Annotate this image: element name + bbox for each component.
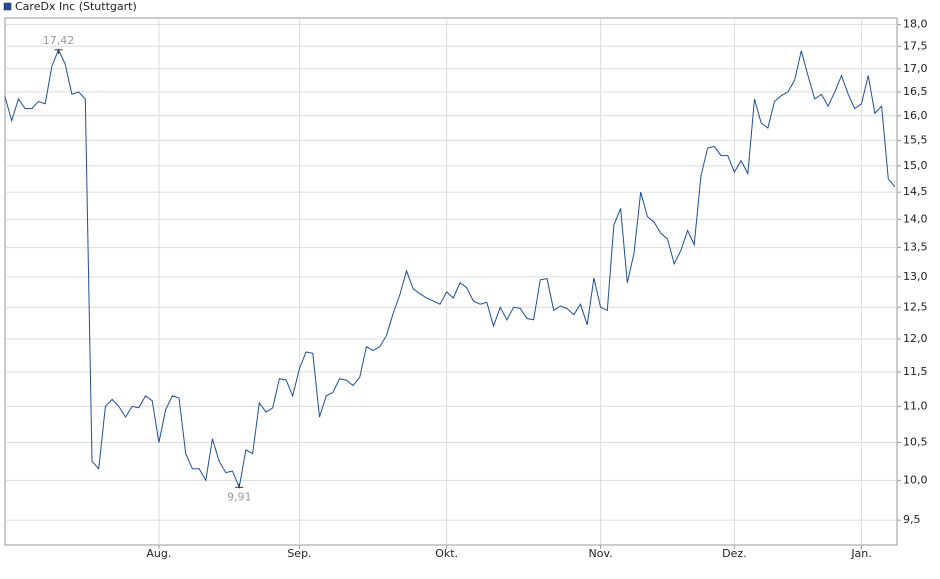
x-tick-label: Jan. [850, 547, 871, 560]
y-tick-label: 15,5 [903, 133, 928, 146]
x-tick-label: Okt. [435, 547, 458, 560]
line [4, 48, 896, 490]
y-tick-label: 11,0 [903, 399, 928, 412]
y-tick-label: 12,0 [903, 332, 928, 345]
y-tick-label: 15,0 [903, 159, 928, 172]
y-tick-label: 16,5 [903, 85, 928, 98]
legend-swatch [3, 2, 12, 11]
value-label: 17,42 [43, 34, 75, 47]
plot-area [4, 17, 898, 546]
x-tick-label: Sep. [287, 547, 311, 560]
y-tick-label: 10,0 [903, 473, 928, 486]
y-tick-label: 14,5 [903, 185, 928, 198]
y-tick-label: 11,5 [903, 365, 928, 378]
value-label: 9,91 [227, 490, 252, 503]
x-tick-label: Dez. [722, 547, 747, 560]
y-tick-label: 13,0 [903, 270, 928, 283]
y-tick-label: 13,5 [903, 241, 928, 254]
y-tick-label: 12,5 [903, 300, 928, 313]
x-tick-label: Nov. [589, 547, 613, 560]
y-tick-label: 9,5 [903, 513, 921, 526]
legend-label: CareDx Inc (Stuttgart) [15, 0, 137, 13]
y-tick-label: 17,0 [903, 62, 928, 75]
y-tick-label: 14,0 [903, 212, 928, 225]
y-tick-label: 17,5 [903, 39, 928, 52]
y-tick-label: 18,0 [903, 17, 928, 30]
x-tick-label: Aug. [146, 547, 171, 560]
y-tick-label: 16,0 [903, 109, 928, 122]
y-tick-label: 10,5 [903, 435, 928, 448]
